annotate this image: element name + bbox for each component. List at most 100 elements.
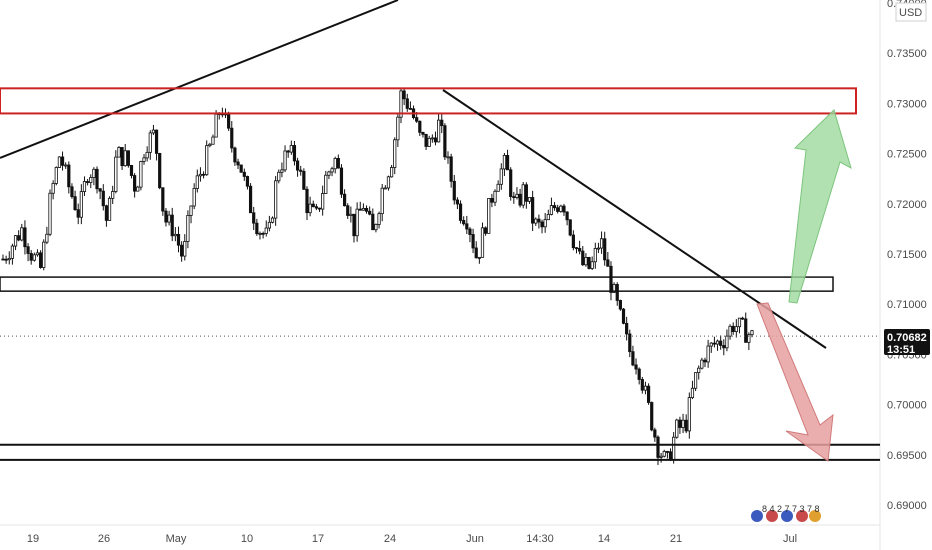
countdown: 13:51 bbox=[887, 344, 915, 356]
candle-body bbox=[29, 253, 33, 261]
candle-body bbox=[480, 227, 485, 258]
candle-body bbox=[396, 116, 400, 141]
candle-body bbox=[584, 257, 588, 266]
x-tick-label: 19 bbox=[27, 533, 39, 545]
candle-body bbox=[505, 155, 510, 171]
candle-body bbox=[490, 198, 494, 203]
candle-body bbox=[715, 340, 720, 345]
candle-body bbox=[89, 177, 93, 183]
y-tick-label: 0.69000 bbox=[887, 500, 927, 512]
candle-body bbox=[731, 325, 735, 333]
candle-body bbox=[339, 167, 344, 195]
candle-body bbox=[552, 205, 557, 209]
candle-body bbox=[634, 364, 638, 370]
candle-body bbox=[402, 90, 406, 100]
candle-body bbox=[656, 436, 660, 458]
annotations bbox=[0, 0, 880, 462]
y-tick-label: 0.73500 bbox=[887, 48, 927, 60]
candle-body bbox=[734, 326, 738, 333]
candle-body bbox=[107, 197, 112, 221]
candle-body bbox=[556, 207, 560, 212]
candle-body bbox=[252, 212, 256, 224]
candle-body bbox=[374, 224, 378, 231]
candle-body bbox=[327, 171, 331, 176]
candle-body bbox=[672, 436, 676, 461]
y-axis: 0.740000.735000.730000.725000.720000.715… bbox=[887, 0, 927, 512]
candle-body bbox=[421, 131, 425, 135]
candle-body bbox=[355, 208, 359, 237]
candle-body bbox=[255, 222, 259, 235]
candle-body bbox=[709, 342, 713, 347]
candle-body bbox=[289, 145, 293, 153]
candle-body bbox=[20, 227, 24, 241]
candle-body bbox=[233, 147, 237, 163]
candle-body bbox=[377, 213, 381, 225]
candle-body bbox=[214, 113, 218, 138]
candle-body bbox=[565, 211, 569, 221]
candle-body bbox=[60, 156, 65, 166]
candle-body bbox=[640, 379, 644, 391]
candle-body bbox=[245, 176, 250, 187]
candle-body bbox=[405, 98, 409, 109]
candle-body bbox=[145, 151, 149, 159]
candle-body bbox=[1, 258, 5, 261]
candle-body bbox=[352, 213, 356, 237]
candle-body bbox=[164, 210, 168, 223]
candle-body bbox=[104, 205, 109, 221]
candle-body bbox=[744, 318, 748, 343]
candle-body bbox=[471, 234, 475, 249]
candle-body bbox=[540, 221, 544, 228]
candle-body bbox=[427, 137, 431, 147]
candle-body bbox=[364, 207, 369, 212]
candle-body bbox=[136, 186, 140, 192]
candle-body bbox=[740, 317, 745, 320]
candle-body bbox=[609, 265, 613, 293]
candle-body bbox=[675, 419, 679, 438]
candle-body bbox=[349, 213, 353, 216]
candle-body bbox=[201, 173, 206, 176]
candle-body bbox=[662, 451, 666, 457]
candle-body bbox=[390, 167, 394, 178]
candle-body bbox=[7, 257, 11, 261]
candle-body bbox=[512, 196, 516, 199]
candle-body bbox=[458, 203, 463, 221]
current-price-badge bbox=[884, 329, 930, 355]
candle-body bbox=[35, 252, 40, 256]
candle-body bbox=[73, 196, 77, 211]
currency-label: USD bbox=[899, 7, 922, 19]
candle-body bbox=[208, 143, 212, 147]
candle-body bbox=[42, 241, 46, 268]
candle-body bbox=[537, 218, 541, 223]
candle-body bbox=[643, 385, 648, 391]
rising-trendline bbox=[0, 0, 399, 159]
candle-body bbox=[239, 164, 243, 173]
candle-body bbox=[474, 247, 478, 259]
x-tick-label: 24 bbox=[384, 533, 396, 545]
candle-body bbox=[430, 137, 434, 140]
candle-body bbox=[706, 345, 710, 363]
candle-body bbox=[39, 252, 43, 268]
candle-body bbox=[612, 284, 616, 293]
candle-body bbox=[45, 233, 49, 243]
x-tick-label: 17 bbox=[312, 533, 324, 545]
candle-body bbox=[443, 125, 447, 158]
x-tick-label: May bbox=[166, 533, 187, 545]
candle-body bbox=[342, 193, 347, 207]
candle-body bbox=[333, 158, 337, 170]
candle-body bbox=[167, 214, 171, 223]
candle-body bbox=[703, 359, 707, 363]
candle-body bbox=[722, 345, 726, 349]
candle-body bbox=[26, 246, 30, 254]
candle-body bbox=[650, 402, 654, 431]
candle-body bbox=[546, 214, 550, 221]
candle-body bbox=[274, 180, 278, 219]
flag-icon bbox=[796, 510, 808, 522]
candle-body bbox=[625, 322, 629, 335]
candle-body bbox=[603, 238, 607, 261]
candle-body bbox=[568, 219, 572, 236]
candle-body bbox=[534, 218, 538, 224]
candle-body bbox=[433, 137, 438, 143]
candle-body bbox=[665, 451, 669, 453]
candle-body bbox=[295, 160, 300, 171]
candle-body bbox=[292, 145, 297, 162]
